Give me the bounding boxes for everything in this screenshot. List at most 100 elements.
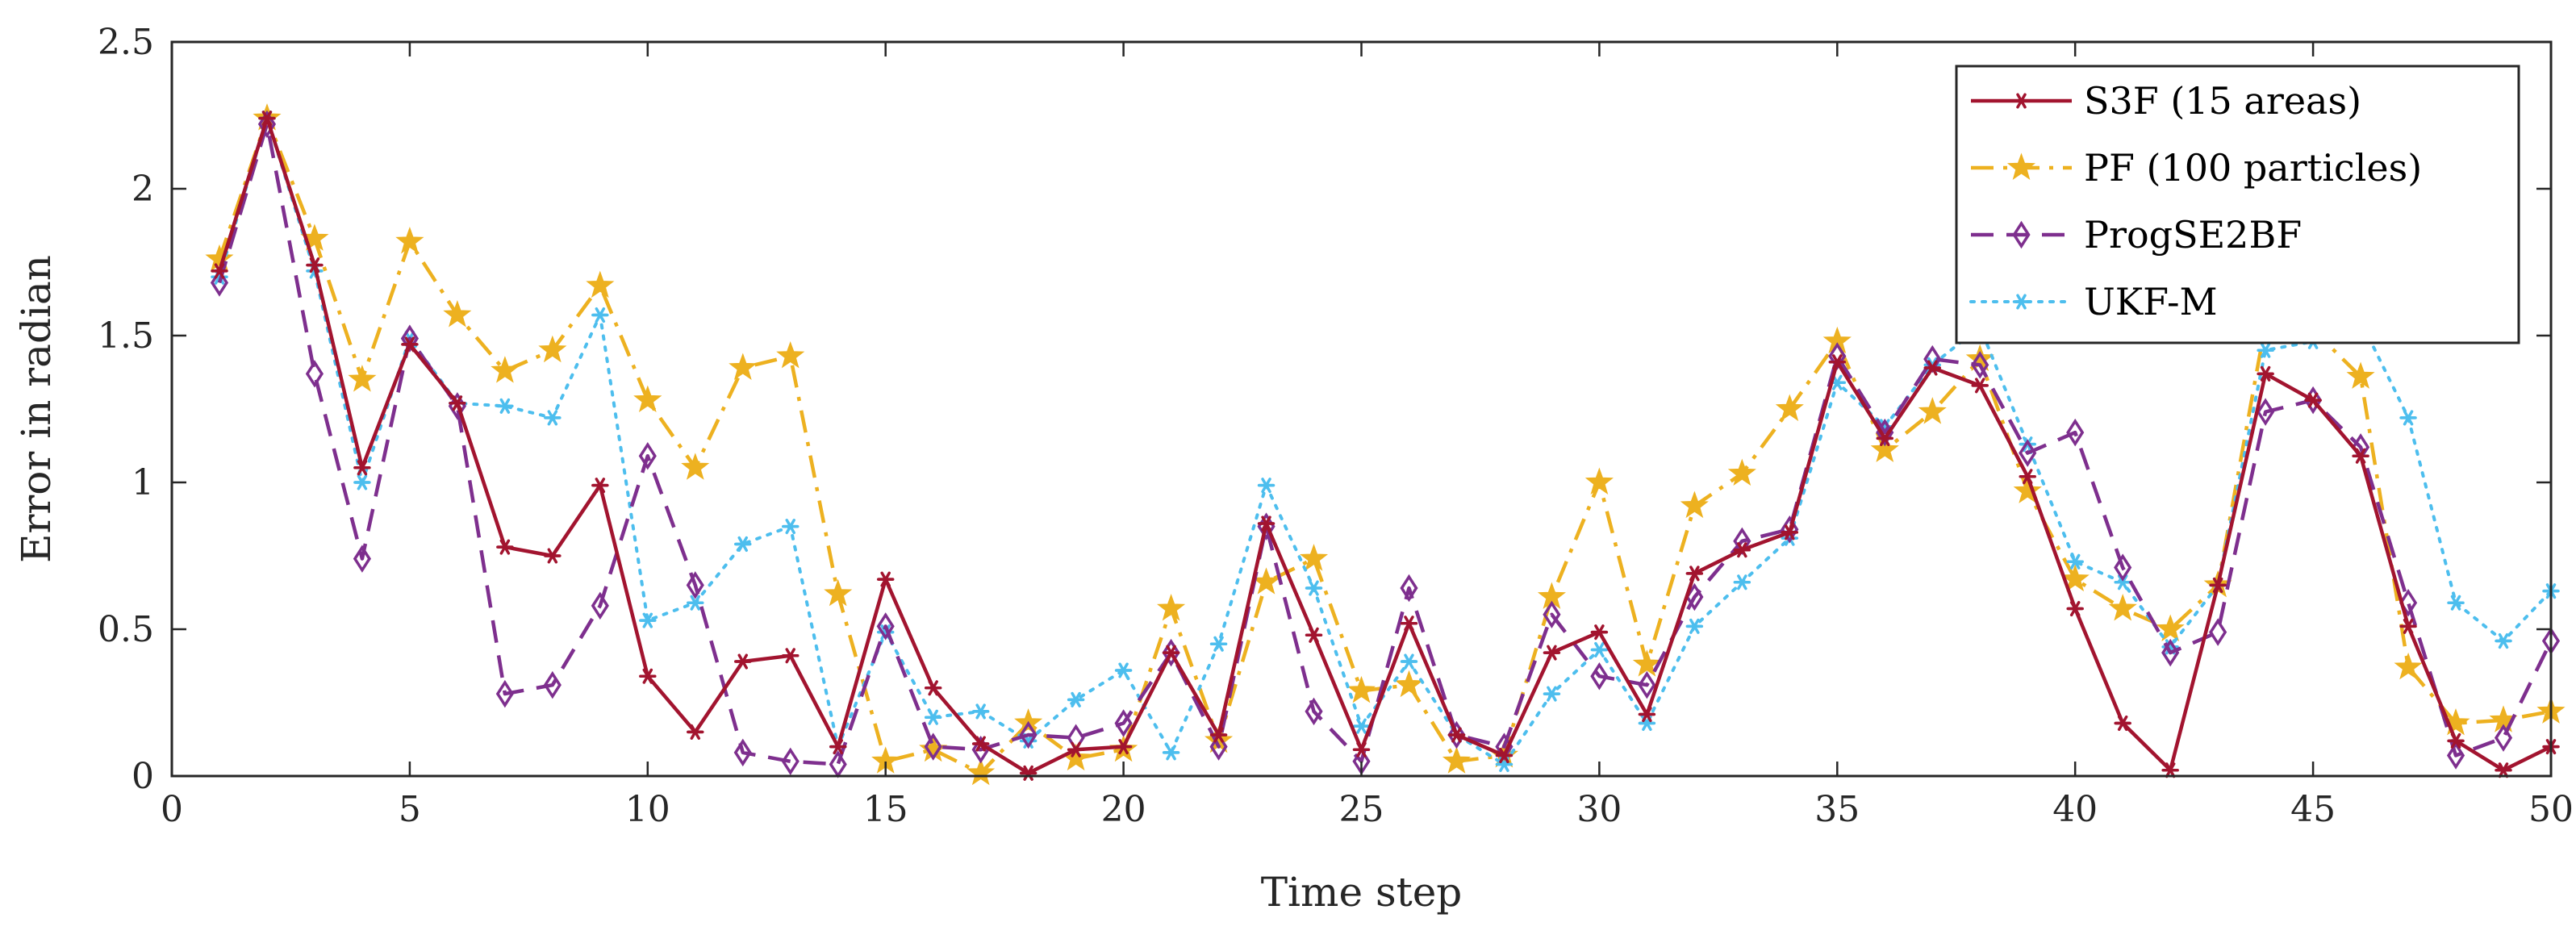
data-point: [1971, 378, 1989, 394]
data-point: [1162, 645, 1180, 661]
data-point: [211, 263, 228, 279]
data-point: [1305, 580, 1323, 596]
data-point: [2156, 614, 2185, 641]
data-point: [2066, 418, 2085, 447]
data-point: [1019, 720, 1037, 749]
data-point: [305, 360, 324, 388]
data-point: [1300, 544, 1329, 571]
series-1: [205, 103, 2566, 786]
data-point: [1685, 565, 1704, 582]
data-point: [1971, 351, 1989, 379]
data-point: [1733, 574, 1751, 591]
data-point: [1584, 467, 1614, 495]
y-tick-label: 0.5: [98, 609, 154, 650]
x-tick-label: 20: [1101, 789, 1146, 830]
data-point: [395, 227, 424, 254]
data-point: [1400, 653, 1418, 670]
data-point: [2399, 618, 2417, 634]
series-line: [217, 116, 2552, 775]
data-point: [1590, 662, 1609, 691]
data-point: [495, 679, 514, 708]
data-point: [2108, 594, 2137, 621]
data-point: [924, 732, 942, 761]
y-tick-label: 1: [132, 462, 154, 503]
data-point: [400, 324, 419, 353]
data-point: [491, 356, 520, 383]
data-point: [1162, 745, 1180, 761]
data-point: [687, 724, 704, 740]
data-point: [1727, 458, 1756, 486]
data-point: [1209, 636, 1228, 652]
data-point: [2060, 564, 2090, 592]
data-point: [829, 739, 847, 755]
data-point: [2494, 724, 2513, 752]
x-tick-label: 25: [1339, 789, 1384, 830]
legend-swatch-marker: [2006, 152, 2036, 180]
data-point: [401, 336, 419, 353]
data-point: [687, 595, 704, 611]
data-point: [1447, 727, 1466, 743]
data-point: [2346, 361, 2375, 389]
data-point: [2495, 762, 2512, 778]
data-point: [1209, 727, 1228, 743]
data-point: [734, 653, 752, 670]
data-point: [1352, 741, 1371, 757]
data-point: [876, 612, 895, 641]
data-point: [443, 300, 472, 328]
data-point: [1157, 594, 1186, 621]
axes-layer: 0 5 10 15 20 25 30 35 40 45 50 0 0.5 1 1.5 2 2.5: [98, 22, 2574, 830]
data-point: [348, 365, 377, 392]
data-point: [2019, 439, 2037, 467]
data-point: [1114, 739, 1133, 755]
data-point: [781, 648, 800, 664]
data-point: [781, 747, 800, 776]
data-point: [2114, 574, 2131, 591]
data-point: [2066, 600, 2084, 617]
data-point: [1638, 670, 1656, 699]
data-point: [2161, 762, 2179, 778]
data-point: [449, 395, 466, 411]
y-tick-label: 2.5: [98, 22, 154, 63]
x-tick-label: 35: [1814, 789, 1860, 830]
data-point: [1680, 490, 1709, 519]
data-point: [1543, 686, 1561, 702]
data-point: [1209, 732, 1228, 761]
legend-entry-label: PF (100 particles): [2084, 146, 2422, 190]
legend-swatch-marker: [2012, 93, 2031, 109]
data-point: [633, 385, 662, 412]
data-point: [1352, 718, 1371, 734]
data-point: [257, 110, 277, 139]
data-point: [1394, 670, 1423, 698]
legend-entry-label: UKF-M: [2084, 280, 2218, 323]
data-point: [1442, 746, 1471, 774]
data-point: [967, 757, 996, 786]
y-tick-label: 1.5: [98, 315, 154, 357]
data-point: [1305, 627, 1323, 643]
data-point: [2495, 633, 2512, 649]
x-tick-label: 0: [161, 789, 183, 830]
data-point: [781, 519, 800, 535]
x-tick-label: 10: [625, 789, 670, 830]
legend-entry-label: ProgSE2BF: [2084, 213, 2302, 257]
data-point: [2013, 476, 2042, 503]
data-point: [1590, 624, 1609, 641]
legend-box: [1955, 65, 2520, 344]
data-point: [1114, 709, 1133, 737]
data-point: [543, 670, 562, 699]
data-point: [1067, 691, 1085, 707]
data-point: [639, 612, 657, 628]
data-point: [776, 341, 805, 369]
series-line: [217, 116, 2552, 775]
data-point: [876, 571, 895, 587]
legend-entry-label: S3F (15 areas): [2084, 79, 2361, 123]
data-point: [1685, 618, 1704, 634]
data-point: [496, 398, 514, 414]
data-point: [1876, 430, 1894, 446]
data-point: [1162, 638, 1180, 667]
data-point: [2257, 342, 2274, 358]
data-point: [2257, 398, 2275, 426]
x-tick-label: 30: [1576, 789, 1622, 830]
x-tick-label: 15: [863, 789, 908, 830]
data-point: [971, 703, 990, 720]
series-line: [218, 116, 2553, 766]
